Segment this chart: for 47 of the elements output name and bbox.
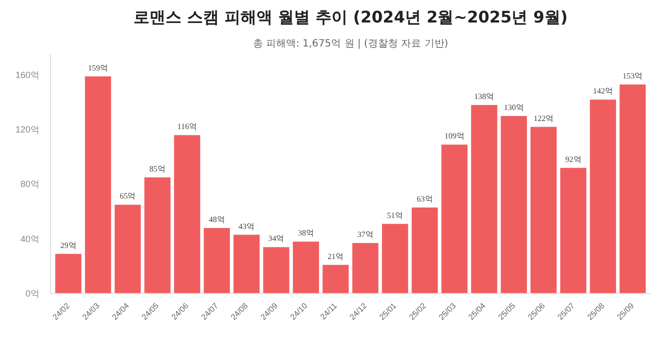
chart-subtitle: 총 피해액: 1,675억 원 | (경찰청 자료 기반) [252, 38, 448, 50]
bar [382, 224, 408, 294]
y-tick-label: 0억 [25, 288, 40, 298]
data-label: 130억 [504, 102, 524, 112]
data-label: 65억 [120, 192, 136, 201]
bar [55, 254, 82, 294]
data-label: 21억 [328, 252, 344, 261]
data-label: 43억 [238, 222, 255, 231]
bar [233, 234, 260, 294]
data-label: 116억 [177, 122, 197, 132]
data-label: 85억 [149, 164, 166, 174]
data-label: 63억 [416, 194, 433, 204]
y-tick-label: 160억 [15, 70, 40, 80]
bar [292, 242, 320, 294]
data-label: 37억 [357, 230, 374, 239]
bar [204, 228, 230, 294]
bar [620, 84, 646, 294]
data-label: 51억 [387, 210, 404, 220]
bar [500, 116, 527, 294]
bar [560, 168, 586, 294]
data-label: 122억 [534, 114, 554, 123]
bar [84, 76, 112, 294]
chart-title: 로맨스 스캠 피해액 월별 추이 (2024년 2월~2025년 9월) [133, 8, 568, 26]
bar [471, 105, 498, 294]
data-label: 48억 [208, 214, 225, 224]
y-tick-label: 120억 [15, 124, 40, 135]
data-label: 34억 [268, 234, 284, 244]
bar [441, 144, 468, 294]
data-label: 138억 [474, 92, 494, 102]
bar [530, 126, 557, 294]
bar [590, 100, 616, 294]
bar [352, 242, 378, 294]
bar [174, 135, 200, 294]
data-label: 92억 [565, 154, 582, 164]
data-label: 109억 [444, 132, 464, 141]
y-tick-label: 40억 [20, 234, 40, 244]
data-label: 38억 [298, 228, 314, 238]
data-label: 142억 [592, 86, 613, 96]
y-tick-label: 80억 [20, 179, 40, 190]
bar [322, 264, 349, 294]
data-label: 153억 [622, 72, 643, 81]
data-label: 29억 [60, 240, 76, 250]
data-label: 159억 [88, 63, 108, 72]
bar [114, 204, 141, 294]
bar [263, 247, 290, 294]
bar [144, 177, 170, 294]
bar [412, 207, 438, 294]
